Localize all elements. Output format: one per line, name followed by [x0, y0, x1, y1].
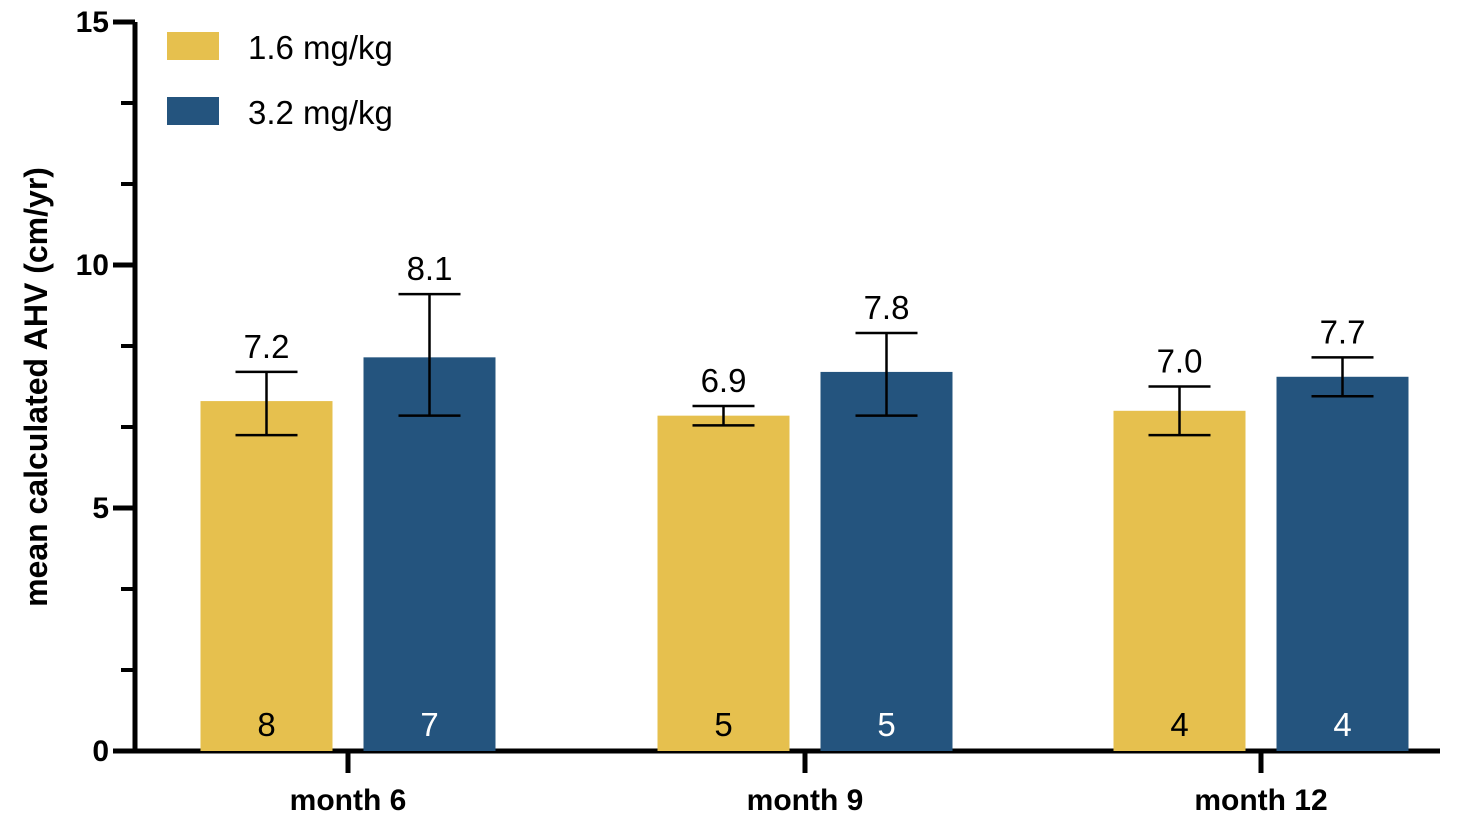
bar	[820, 371, 953, 751]
n-label: 4	[1170, 706, 1188, 743]
data-label: 8.1	[407, 250, 453, 287]
y-axis-label: mean calculated AHV (cm/yr)	[18, 167, 54, 607]
x-category-label: month 12	[1194, 784, 1327, 815]
legend-swatch	[167, 32, 219, 60]
y-tick-label: 15	[76, 6, 109, 39]
legend-swatch	[167, 97, 219, 125]
x-category-label: month 6	[290, 784, 407, 815]
data-label: 7.7	[1320, 313, 1366, 350]
y-tick-label: 5	[92, 492, 109, 525]
bar	[657, 415, 790, 751]
n-label: 8	[257, 706, 275, 743]
n-label: 5	[714, 706, 732, 743]
x-category-label: month 9	[747, 784, 864, 815]
y-tick-label: 10	[76, 249, 109, 282]
n-label: 7	[420, 706, 438, 743]
data-label: 7.2	[244, 328, 290, 365]
legend-entry: 3.2 mg/kg	[248, 94, 393, 131]
y-tick-label: 0	[92, 735, 109, 768]
bar	[200, 401, 333, 751]
legend: 1.6 mg/kg 3.2 mg/kg	[167, 29, 393, 131]
bar	[363, 357, 496, 751]
bars-layer: 7.2 8 8.1 7 6.9 5 7.8 5 7.0 4 7.7 4	[200, 250, 1409, 751]
bar	[1276, 376, 1409, 751]
bar	[1113, 410, 1246, 751]
data-label: 6.9	[701, 362, 747, 399]
axes: 0 5 10 15 month 6 month 9 month 12	[76, 6, 1440, 815]
n-label: 4	[1333, 706, 1351, 743]
legend-entry: 1.6 mg/kg	[248, 29, 393, 66]
data-label: 7.0	[1157, 343, 1203, 380]
data-label: 7.8	[864, 289, 910, 326]
n-label: 5	[877, 706, 895, 743]
